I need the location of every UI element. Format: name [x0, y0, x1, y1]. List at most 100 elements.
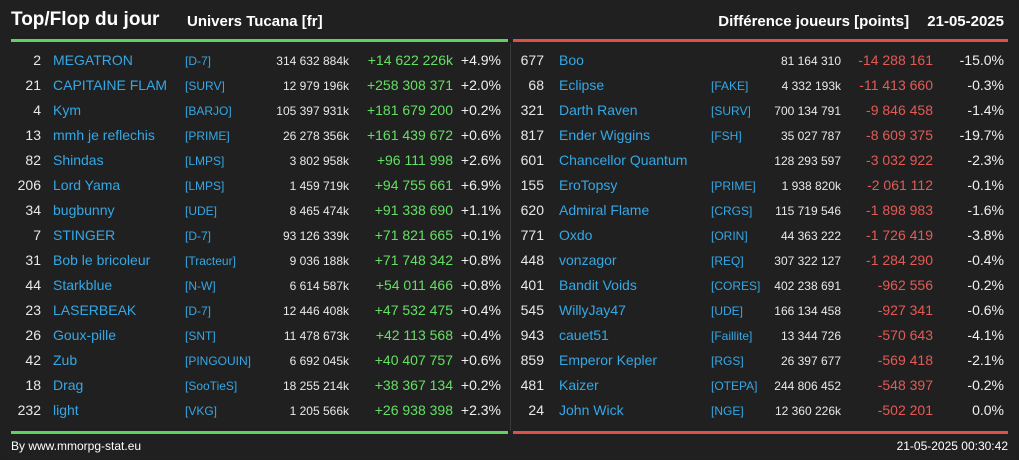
diff-cell: +71 748 342	[374, 252, 453, 268]
alliance-tag-link[interactable]: [VKG]	[185, 404, 218, 418]
alliance-tag-link[interactable]: [FAKE]	[711, 79, 749, 93]
player-name-link[interactable]: WillyJay47	[559, 302, 626, 318]
percent-cell: +0.6%	[460, 127, 501, 143]
percent-cell: +2.0%	[460, 77, 501, 93]
alliance-tag-link[interactable]: [PRIME]	[711, 179, 756, 193]
points-cell: 3 802 958k	[289, 154, 349, 168]
player-name-link[interactable]: Boo	[559, 52, 584, 68]
diff-cell: -9 846 458	[866, 102, 933, 118]
alliance-tag-link[interactable]: [Faillite]	[711, 329, 753, 343]
player-name-link[interactable]: LASERBEAK	[53, 302, 137, 318]
player-name-link[interactable]: Kaizer	[559, 377, 599, 393]
alliance-tag-link[interactable]: [LMPS]	[185, 179, 225, 193]
points-cell: 12 446 408k	[282, 304, 349, 318]
alliance-tag-link[interactable]: [ORIN]	[711, 229, 748, 243]
player-name-link[interactable]: STINGER	[53, 227, 116, 243]
percent-cell: +0.8%	[460, 277, 501, 293]
alliance-tag-link[interactable]: [SURV]	[711, 104, 751, 118]
rank-cell: 401	[520, 277, 544, 293]
points-cell: 12 979 196k	[282, 79, 349, 93]
percent-cell: -1.4%	[967, 102, 1004, 118]
player-name-link[interactable]: Admiral Flame	[559, 202, 650, 218]
player-name-link[interactable]: Starkblue	[53, 277, 113, 293]
player-name-link[interactable]: vonzagor	[559, 252, 617, 268]
diff-cell: -502 201	[877, 402, 933, 418]
diff-cell: +91 338 690	[374, 202, 453, 218]
gainer-row: 42 Zub [PINGOUIN] 6 692 045k +40 407 757 +0.6…	[11, 348, 508, 373]
player-name-link[interactable]: Bandit Voids	[559, 277, 637, 293]
rank-cell: 481	[520, 377, 544, 393]
gainer-row: 23 LASERBEAK [D-7] 12 446 408k +47 532 475 +0…	[11, 298, 508, 323]
panel-header: Top/Flop du jour Univers Tucana [fr] Dif…	[1, 1, 1018, 39]
percent-cell: -4.1%	[967, 327, 1004, 343]
player-name-link[interactable]: Drag	[53, 377, 84, 393]
alliance-tag-link[interactable]: [LMPS]	[185, 154, 225, 168]
player-name-link[interactable]: EroTopsy	[559, 177, 618, 193]
percent-cell: +0.4%	[460, 327, 501, 343]
rank-cell: 31	[25, 252, 41, 268]
player-name-link[interactable]: Bob le bricoleur	[53, 252, 151, 268]
column-divider	[510, 43, 511, 431]
player-name-link[interactable]: Oxdo	[559, 227, 593, 243]
player-name-link[interactable]: Goux-pille	[53, 327, 117, 343]
points-cell: 12 360 226k	[774, 404, 841, 418]
rank-cell: 943	[520, 327, 544, 343]
player-name-link[interactable]: light	[53, 402, 79, 418]
gainer-row: 7 STINGER [D-7] 93 126 339k +71 821 665 +0.1%	[11, 223, 508, 248]
alliance-tag-link[interactable]: [SooTieS]	[185, 379, 238, 393]
player-name-link[interactable]: Kym	[53, 102, 81, 118]
loser-row: 401 Bandit Voids [CORES] 402 238 691 -962 55…	[513, 273, 1008, 298]
alliance-tag-link[interactable]: [REQ]	[711, 254, 744, 268]
alliance-tag-link[interactable]: [D-7]	[185, 229, 212, 243]
player-name-link[interactable]: cauet51	[559, 327, 609, 343]
alliance-tag-link[interactable]: [CRGS]	[711, 204, 753, 218]
player-name-link[interactable]: Lord Yama	[53, 177, 121, 193]
player-name-link[interactable]: Chancellor Quantum	[559, 152, 688, 168]
percent-cell: +6.9%	[460, 177, 501, 193]
player-name-link[interactable]: MEGATRON	[53, 52, 133, 68]
player-name-link[interactable]: Shindas	[53, 152, 104, 168]
alliance-tag-link[interactable]: [SNT]	[185, 329, 216, 343]
gainer-row: 13 mmh je reflechis [PRIME] 26 278 356k +161…	[11, 123, 508, 148]
percent-cell: -0.3%	[967, 77, 1004, 93]
player-name-link[interactable]: Darth Raven	[559, 102, 638, 118]
points-cell: 8 465 474k	[289, 204, 349, 218]
alliance-tag-link[interactable]: [UDE]	[185, 204, 218, 218]
alliance-tag-link[interactable]: [N-W]	[185, 279, 216, 293]
percent-cell: +0.8%	[460, 252, 501, 268]
player-name-link[interactable]: CAPITAINE FLAM	[53, 77, 168, 93]
rank-cell: 2	[33, 52, 41, 68]
rank-cell: 23	[25, 302, 41, 318]
player-name-link[interactable]: Emperor Kepler	[559, 352, 658, 368]
top-divider-green	[11, 39, 508, 42]
alliance-tag-link[interactable]: [OTEPA]	[711, 379, 758, 393]
player-name-link[interactable]: Zub	[53, 352, 78, 368]
alliance-tag-link[interactable]: [BARJO]	[185, 104, 232, 118]
diff-cell: -2 061 112	[867, 177, 933, 193]
rank-cell: 4	[33, 102, 41, 118]
player-name-link[interactable]: mmh je reflechis	[53, 127, 155, 143]
diff-cell: -11 413 660	[859, 77, 933, 93]
alliance-tag-link[interactable]: [D-7]	[185, 304, 212, 318]
points-cell: 13 344 726	[780, 329, 841, 343]
alliance-tag-link[interactable]: [PINGOUIN]	[185, 354, 252, 368]
loser-row: 155 EroTopsy [PRIME] 1 938 820k -2 061 112 -0…	[513, 173, 1008, 198]
alliance-tag-link[interactable]: [UDE]	[711, 304, 744, 318]
diff-cell: +258 308 371	[366, 77, 453, 93]
gainer-row: 18 Drag [SooTieS] 18 255 214k +38 367 134 +0.…	[11, 373, 508, 398]
alliance-tag-link[interactable]: [FSH]	[711, 129, 742, 143]
alliance-tag-link[interactable]: [SURV]	[185, 79, 225, 93]
alliance-tag-link[interactable]: [NGE]	[711, 404, 744, 418]
player-name-link[interactable]: Ender Wiggins	[559, 127, 651, 143]
alliance-tag-link[interactable]: [PRIME]	[185, 129, 230, 143]
player-name-link[interactable]: bugbunny	[53, 202, 115, 218]
alliance-tag-link[interactable]: [Tracteur]	[185, 254, 236, 268]
gainer-row: 232 light [VKG] 1 205 566k +26 938 398 +2.3%	[11, 398, 508, 423]
alliance-tag-link[interactable]: [D-7]	[185, 54, 212, 68]
percent-cell: -0.2%	[967, 277, 1004, 293]
player-name-link[interactable]: Eclipse	[559, 77, 605, 93]
player-name-link[interactable]: John Wick	[559, 402, 624, 418]
points-cell: 1 205 566k	[289, 404, 349, 418]
alliance-tag-link[interactable]: [RGS]	[711, 354, 744, 368]
alliance-tag-link[interactable]: [CORES]	[711, 279, 761, 293]
